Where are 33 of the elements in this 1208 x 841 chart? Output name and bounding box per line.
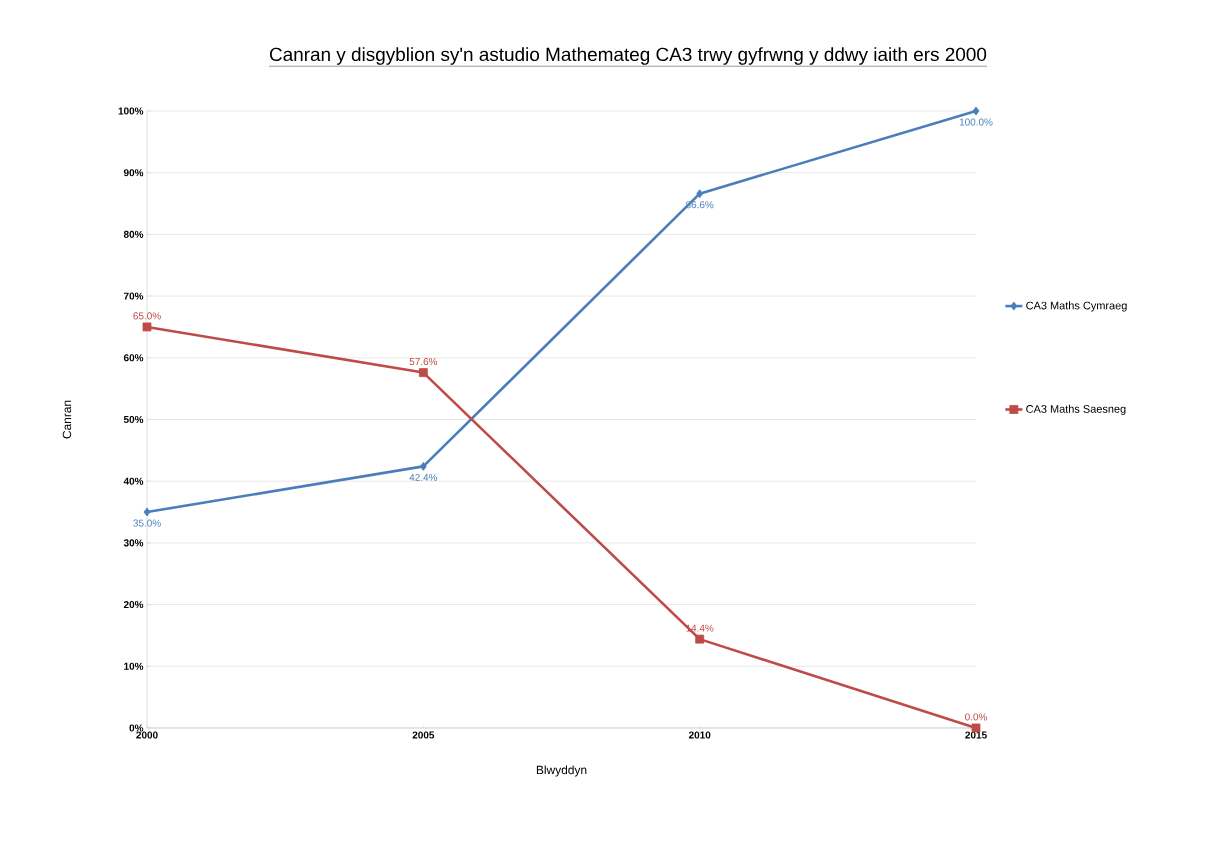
data-label: 0.0% [965,713,988,721]
point [418,368,428,377]
point [419,461,427,471]
point [696,189,704,199]
legend-label: CA3 Maths Saesneg [1026,404,1126,415]
y-tick-label: 90% [123,169,144,177]
data-label: 42.4% [409,473,438,481]
y-tick-label: 50% [123,415,144,424]
point [142,322,152,332]
y-tick-label: 60% [123,354,144,362]
data-label: 35.0% [133,519,161,527]
point [143,507,151,517]
x-tick-label: 2015 [965,731,987,739]
point [695,634,705,644]
data-label: 57.6% [409,358,438,366]
y-tick-label: 80% [123,230,144,238]
x-tick-label: 2010 [688,731,711,739]
chart-title: Canran y disgyblion sy'n astudio Mathemateg CA3 trwy gyfrwng y ddwy iaith ers 2000 [269,47,987,65]
x-axis-title: Blwyddyn [536,765,587,777]
legend-label: CA3 Maths Cymraeg [1026,301,1127,312]
y-tick-label: 40% [123,477,144,485]
x-tick-label: 2000 [136,731,158,739]
y-tick-label: 70% [123,292,144,300]
y-tick-label: 0% [129,724,144,732]
x-tick-label: 2005 [412,731,435,739]
y-tick-label: 20% [123,601,144,609]
point [972,106,980,116]
y-tick-label: 30% [123,539,144,547]
y-tick-label: 10% [124,662,144,670]
y-tick-label: 100% [118,107,144,115]
data-label: 100.0% [959,118,993,126]
y-axis-title: Canran [62,400,72,439]
data-label: 65.0% [133,312,161,320]
